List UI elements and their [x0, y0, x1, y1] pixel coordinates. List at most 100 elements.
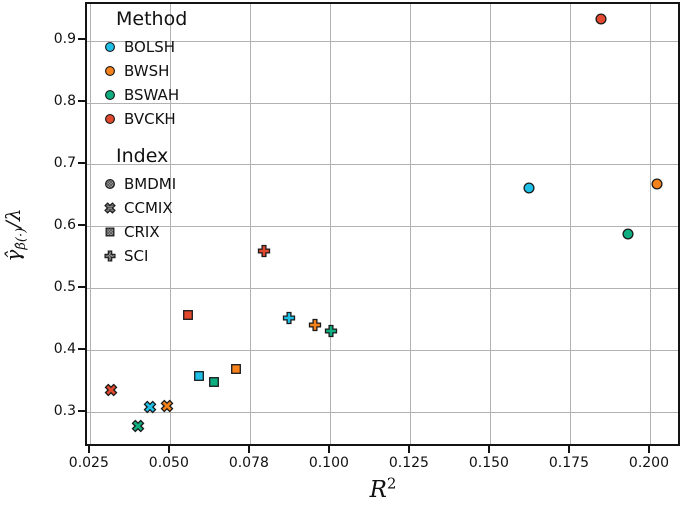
- data-point-bwsh-bmdmi: [647, 174, 667, 194]
- y-axis-label-subscript: β̂(·): [14, 227, 29, 250]
- plus-marker-icon: [324, 324, 337, 338]
- data-point-bwsh-ccmix: [157, 396, 177, 416]
- legend-item-index-ccmix: CCMIX: [101, 196, 231, 220]
- x-tick: [247, 446, 250, 453]
- legend-item-label: BMDMI: [124, 175, 177, 193]
- y-axis-label-lambda: /λ: [1, 208, 25, 228]
- plus-marker-icon: [104, 250, 116, 262]
- legend-item-label: BWSH: [124, 62, 170, 80]
- legend-method-items: BOLSH BWSH BSWAH BVCKH: [101, 35, 231, 131]
- y-gridline: [87, 40, 678, 42]
- data-point-bwsh-sci: [305, 315, 325, 335]
- circle-marker-icon: [523, 182, 535, 194]
- data-point-bvckh-crix: [178, 305, 198, 325]
- plus-marker-icon: [257, 244, 271, 258]
- data-point-bvckh-ccmix: [101, 380, 121, 400]
- y-tick-label: 0.6: [53, 216, 76, 233]
- data-point-bolsh-sci: [279, 308, 299, 328]
- x-gridline: [330, 4, 332, 444]
- data-point-bswah-crix: [204, 372, 224, 392]
- x-gridline: [250, 4, 252, 444]
- legend-method-title: Method: [116, 8, 188, 30]
- x-tick-label: 0.150: [468, 455, 509, 471]
- circle-marker-icon: [622, 228, 634, 240]
- circle-marker-icon: [105, 90, 115, 100]
- plus-marker-icon: [283, 311, 296, 325]
- y-tick: [78, 100, 85, 102]
- y-tick-label: 0.9: [53, 31, 76, 47]
- legend-item-method-bswah: BSWAH: [101, 83, 231, 107]
- circle-marker-icon: [105, 179, 115, 189]
- x-tick-label: 0.050: [148, 455, 189, 471]
- x-gridline: [90, 4, 92, 444]
- x-gridline: [650, 4, 652, 444]
- legend-item-method-bolsh: BOLSH: [101, 35, 231, 59]
- x-tick: [327, 446, 330, 453]
- y-tick: [78, 347, 85, 350]
- legend-item-label: CRIX: [124, 223, 160, 241]
- y-axis-label: γ̂β̂(·)/λ: [1, 155, 29, 315]
- x-marker-icon: [131, 419, 145, 433]
- square-marker-icon: [193, 371, 204, 382]
- data-point-bswah-bmdmi: [618, 224, 638, 244]
- x-axis-label-exponent: 2: [386, 474, 397, 493]
- y-tick-label: 0.5: [53, 278, 76, 295]
- y-gridline: [87, 102, 678, 104]
- circle-marker-icon: [595, 13, 607, 25]
- y-tick-label: 0.7: [53, 154, 76, 171]
- x-tick: [87, 446, 90, 453]
- data-point-bswah-sci: [321, 321, 341, 341]
- legend-item-label: CCMIX: [124, 199, 173, 217]
- plus-marker-icon: [308, 318, 322, 331]
- y-axis-label-gamma: γ̂: [1, 249, 25, 262]
- legend-index-title: Index: [116, 145, 169, 167]
- x-axis-label-base: R: [369, 477, 387, 503]
- legend-index-items: BMDMI CCMIX CRIX SCI: [101, 172, 231, 268]
- x-tick: [647, 446, 650, 453]
- legend-item-label: BVCKH: [124, 110, 176, 128]
- square-marker-icon: [182, 309, 193, 320]
- x-marker-icon: [160, 399, 174, 413]
- legend-item-index-sci: SCI: [101, 244, 231, 268]
- x-marker-icon: [143, 400, 157, 414]
- legend-item-index-bmdmi: BMDMI: [101, 172, 231, 196]
- legend-item-label: BOLSH: [124, 38, 175, 56]
- x-tick: [167, 446, 170, 453]
- x-gridline: [170, 4, 172, 444]
- y-tick: [78, 223, 85, 226]
- y-gridline: [87, 164, 678, 166]
- legend-item-method-bwsh: BWSH: [101, 59, 231, 83]
- x-tick-label: 0.025: [68, 455, 109, 471]
- square-marker-icon: [209, 376, 219, 387]
- x-gridline: [490, 4, 492, 444]
- y-gridline: [87, 288, 678, 290]
- data-point-bolsh-crix: [189, 366, 209, 386]
- x-marker-icon: [104, 202, 116, 214]
- y-tick: [78, 38, 85, 40]
- x-tick-label: 0.078: [228, 455, 269, 471]
- x-tick-label: 0.100: [308, 455, 349, 471]
- legend-item-label: BSWAH: [124, 86, 180, 104]
- x-tick: [407, 446, 410, 453]
- data-point-bolsh-bmdmi: [519, 178, 539, 198]
- x-gridline: [570, 4, 572, 444]
- x-tick: [567, 446, 570, 453]
- plot-area: Method BOLSH BWSH BSWAH BVCKH Index BMDMI CC…: [85, 2, 680, 446]
- y-gridline: [87, 226, 678, 228]
- legend-item-index-crix: CRIX: [101, 220, 231, 244]
- legend-item-label: SCI: [124, 247, 149, 265]
- y-tick: [78, 161, 85, 164]
- legend-item-method-bvckh: BVCKH: [101, 107, 231, 131]
- data-point-bwsh-crix: [226, 359, 246, 379]
- data-point-bolsh-ccmix: [140, 397, 160, 417]
- y-tick: [78, 285, 85, 288]
- y-tick-label: 0.4: [53, 340, 76, 357]
- x-gridline: [410, 4, 412, 444]
- data-point-bswah-ccmix: [128, 416, 148, 436]
- circle-marker-icon: [105, 114, 115, 124]
- y-gridline: [87, 412, 678, 414]
- legend: Method BOLSH BWSH BSWAH BVCKH Index BMDMI CC…: [101, 6, 231, 268]
- x-tick: [487, 446, 490, 453]
- y-tick: [78, 409, 85, 412]
- x-tick-label: 0.175: [548, 455, 589, 471]
